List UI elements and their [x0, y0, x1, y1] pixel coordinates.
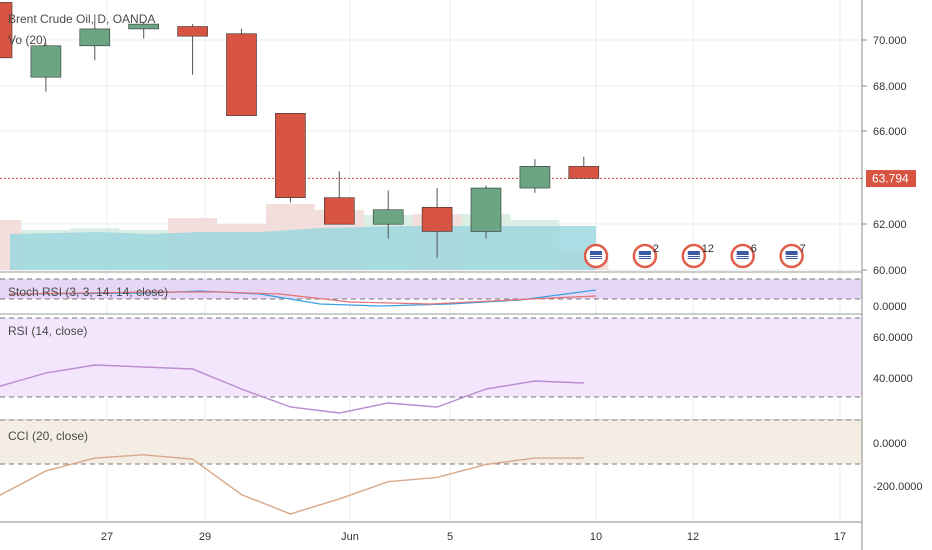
event-count: 7: [800, 243, 806, 255]
indicator-tick-label: 40.0000: [873, 373, 913, 385]
indicator-tick-label: 60.0000: [873, 332, 913, 344]
candle-down: [323, 171, 355, 225]
price-tick-label: 70.000: [873, 35, 907, 47]
indicator-title: CCI (20, close): [8, 429, 88, 443]
candle-body: [519, 166, 551, 189]
event-count: 12: [702, 243, 714, 255]
candle-body: [79, 28, 111, 47]
volume-ma-area: [10, 226, 596, 270]
indicator-tick-label: 0.0000: [873, 301, 907, 313]
candle-up: [128, 21, 159, 39]
us-flag-stripe: [590, 259, 602, 260]
candle-up: [470, 185, 502, 239]
candle-down: [275, 113, 306, 203]
candle-body: [372, 209, 404, 225]
candle-body: [275, 113, 306, 198]
panel-band: [0, 318, 862, 397]
candle-body: [421, 207, 453, 232]
us-flag-stripe: [736, 257, 749, 258]
last-price-label: 63.794: [866, 170, 916, 188]
candle-body: [323, 197, 355, 225]
us-flag-stripe: [590, 255, 602, 256]
time-tick-label: 17: [834, 531, 846, 543]
event-count: 2: [653, 243, 659, 255]
candle-body: [470, 187, 502, 232]
price-tick-label: 68.000: [873, 81, 907, 93]
us-flag-stripe: [638, 255, 651, 256]
indicator-title: RSI (14, close): [8, 324, 87, 338]
volume-label: Vo (20): [8, 33, 47, 47]
indicator-panels: Stoch RSI (3, 3, 14, 14, close) RSI (14, …: [0, 271, 862, 515]
candle-up: [79, 14, 111, 61]
us-flag-stripe: [785, 257, 798, 258]
cci-line: [0, 454, 584, 515]
candle-down: [0, 2, 13, 59]
candle-down: [226, 28, 257, 117]
last-price-label-bg: [866, 170, 916, 188]
event-flag[interactable]: 2: [632, 243, 659, 269]
event-flag[interactable]: 6: [730, 243, 757, 269]
candle-up: [519, 159, 551, 193]
us-flag-stripe: [590, 257, 602, 258]
event-flag[interactable]: 7: [779, 243, 806, 269]
us-flag-stripe: [736, 255, 749, 256]
candle-up: [30, 43, 62, 92]
us-flag-stripe: [687, 259, 700, 260]
candle-body: [568, 166, 600, 179]
candle-body: [30, 45, 62, 78]
us-flag-stripe: [785, 259, 798, 260]
candle-body: [128, 23, 159, 30]
us-flag-stripe: [785, 255, 798, 256]
time-tick-label: 10: [590, 531, 602, 543]
rsi-line: [0, 364, 584, 414]
time-tick-label: 27: [101, 531, 113, 543]
candle-body: [0, 2, 13, 59]
price-tick-label: 60.000: [873, 265, 907, 277]
indicator-title: Stoch RSI (3, 3, 14, 14, close): [8, 285, 168, 299]
time-tick-label: 5: [447, 531, 453, 543]
time-axis[interactable]: 27 29 Jun 5 10 12 17: [101, 531, 846, 543]
time-tick-label: 12: [687, 531, 699, 543]
time-tick-label: Jun: [341, 531, 359, 543]
event-flag[interactable]: [583, 243, 609, 269]
indicator-tick-label: 0.0000: [873, 438, 907, 450]
candle-down: [568, 156, 600, 179]
event-markers[interactable]: 2 12 6 7: [583, 243, 806, 269]
us-flag-stripe: [736, 259, 749, 260]
chart-title: Brent Crude Oil, D, OANDA: [8, 12, 155, 26]
us-flag-stripe: [687, 255, 700, 256]
price-axis[interactable]: 70.000 68.000 66.000 62.000 60.000 0.0000 60.0…: [862, 35, 923, 493]
candle-body: [177, 26, 208, 37]
event-count: 6: [751, 243, 757, 255]
price-axis-background: [862, 0, 932, 550]
stoch-d-line: [9, 291, 597, 305]
us-flag-stripe: [638, 259, 651, 260]
price-tick-label: 66.000: [873, 126, 907, 138]
panel-band: [0, 279, 862, 299]
candle-up: [372, 190, 404, 239]
candle-down: [421, 188, 453, 258]
event-flag[interactable]: 12: [681, 243, 714, 269]
candle-body: [226, 33, 257, 117]
time-tick-label: 29: [199, 531, 211, 543]
last-price-value: 63.794: [872, 172, 909, 186]
indicator-tick-label: -200.0000: [873, 481, 923, 493]
volume-bars: [0, 204, 609, 270]
candle-down: [177, 24, 208, 75]
us-flag-stripe: [638, 257, 651, 258]
candlestick-series: [0, 2, 600, 258]
us-flag-stripe: [687, 257, 700, 258]
price-tick-label: 62.000: [873, 219, 907, 231]
panel-band: [0, 420, 862, 464]
